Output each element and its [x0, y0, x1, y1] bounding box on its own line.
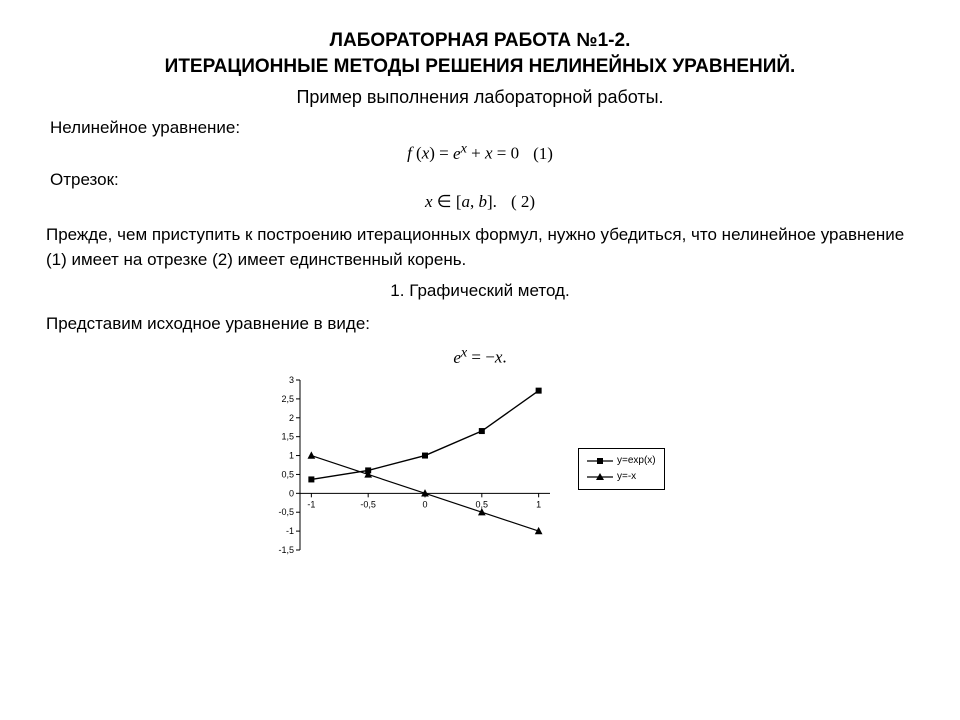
- svg-text:1: 1: [536, 499, 541, 509]
- formula-1: f (x) = ex + x = 0(1): [40, 140, 920, 164]
- legend-item-minus-x: y=-x: [587, 469, 656, 485]
- svg-text:0,5: 0,5: [281, 470, 294, 480]
- svg-text:-1,5: -1,5: [278, 545, 294, 555]
- paragraph-intro: Прежде, чем приступить к построению итер…: [46, 222, 914, 273]
- svg-text:3: 3: [289, 375, 294, 385]
- formula-2: x ∈ [a, b].( 2): [40, 192, 920, 212]
- subtitle: Пример выполнения лабораторной работы.: [40, 87, 920, 108]
- svg-text:0: 0: [289, 488, 294, 498]
- formula-3: ex = −x.: [40, 344, 920, 368]
- section-1-heading: 1. Графический метод.: [40, 281, 920, 301]
- svg-text:2,5: 2,5: [281, 394, 294, 404]
- label-nonlinear-eq: Нелинейное уравнение:: [50, 118, 920, 138]
- svg-text:1,5: 1,5: [281, 432, 294, 442]
- svg-text:0,5: 0,5: [476, 499, 489, 509]
- svg-text:-0,5: -0,5: [278, 507, 294, 517]
- svg-text:-0,5: -0,5: [360, 499, 376, 509]
- legend-label-exp: y=exp(x): [617, 453, 656, 469]
- svg-text:-1: -1: [307, 499, 315, 509]
- legend-label-minus-x: y=-x: [617, 469, 636, 485]
- title-line1: ЛАБОРАТОРНАЯ РАБОТА №1-2.: [330, 30, 631, 51]
- chart-plot: -1,5 -1 -0,5 0 0,5 1 1,5 2 2,5 3 -1 -0,5 0 0,5 1: [260, 374, 560, 564]
- chart-container: -1,5 -1 -0,5 0 0,5 1 1,5 2 2,5 3 -1 -0,5 0 0,5 1 y=exp…: [260, 374, 920, 564]
- paragraph-represent: Представим исходное уравнение в виде:: [46, 311, 914, 337]
- svg-text:2: 2: [289, 413, 294, 423]
- page-title: ЛАБОРАТОРНАЯ РАБОТА №1-2. ИТЕРАЦИОННЫЕ М…: [40, 28, 920, 79]
- chart-legend: y=exp(x) y=-x: [578, 448, 665, 490]
- title-line2: ИТЕРАЦИОННЫЕ МЕТОДЫ РЕШЕНИЯ НЕЛИНЕЙНЫХ У…: [165, 56, 796, 77]
- svg-text:0: 0: [422, 499, 427, 509]
- label-segment: Отрезок:: [50, 170, 920, 190]
- svg-text:-1: -1: [286, 526, 294, 536]
- legend-item-exp: y=exp(x): [587, 453, 656, 469]
- svg-text:1: 1: [289, 451, 294, 461]
